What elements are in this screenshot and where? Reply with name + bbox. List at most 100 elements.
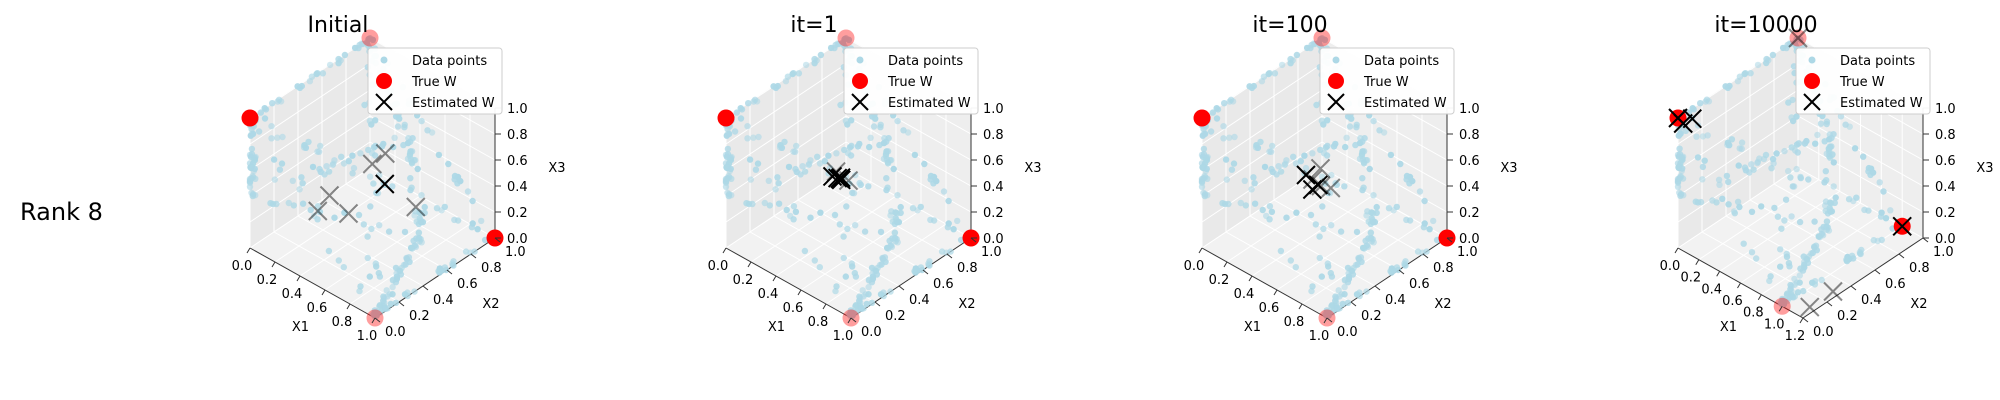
data-point bbox=[1385, 205, 1393, 212]
data-point bbox=[316, 208, 324, 215]
data-point bbox=[251, 165, 258, 173]
data-point bbox=[777, 142, 784, 149]
data-point bbox=[891, 229, 899, 236]
data-point bbox=[1769, 51, 1777, 59]
data-point bbox=[1397, 160, 1404, 168]
y-axis-label: X2 bbox=[958, 297, 975, 312]
data-point bbox=[1223, 176, 1230, 183]
data-point bbox=[248, 145, 256, 153]
data-point bbox=[1226, 134, 1233, 141]
data-point bbox=[1768, 165, 1775, 172]
data-point bbox=[870, 123, 878, 130]
data-point bbox=[1694, 154, 1702, 161]
data-point bbox=[377, 309, 384, 316]
data-point bbox=[1754, 61, 1762, 69]
data-point bbox=[790, 216, 797, 223]
data-point bbox=[1228, 166, 1236, 173]
estimated-w-marker bbox=[319, 185, 340, 206]
data-point bbox=[1320, 121, 1327, 128]
data-point bbox=[1311, 40, 1318, 48]
data-point bbox=[745, 100, 752, 107]
y-tick-label: 0.6 bbox=[1409, 277, 1430, 292]
data-point bbox=[848, 117, 855, 124]
estimated-w-stroke bbox=[826, 161, 846, 182]
data-point bbox=[1266, 203, 1274, 210]
data-point bbox=[847, 152, 855, 159]
data-point bbox=[1319, 203, 1326, 210]
data-point bbox=[1352, 141, 1359, 149]
legend-estimated-w-label: Estimated W bbox=[1364, 96, 1447, 111]
data-point bbox=[1793, 113, 1800, 120]
data-point bbox=[1292, 264, 1299, 271]
x-tick-label: 0.8 bbox=[1743, 306, 1764, 321]
data-point bbox=[1793, 165, 1800, 173]
data-point bbox=[407, 138, 414, 145]
data-point bbox=[1701, 157, 1708, 164]
data-point bbox=[851, 269, 858, 277]
data-point bbox=[1704, 132, 1711, 139]
chart-panel-1: 0.00.20.40.60.81.0 0.00.20.40.60.81.00.00… bbox=[232, 13, 566, 344]
data-point bbox=[865, 283, 872, 291]
z-tick-label: 0.0 bbox=[507, 232, 528, 247]
data-point bbox=[1293, 51, 1301, 59]
data-point bbox=[1248, 186, 1255, 193]
estimated-w-stroke bbox=[338, 203, 359, 224]
data-point bbox=[441, 264, 449, 271]
z-tick-label: 0.2 bbox=[1459, 206, 1480, 221]
data-point bbox=[817, 209, 824, 216]
z-tick-label: 0.0 bbox=[1935, 232, 1956, 247]
data-point bbox=[1213, 115, 1221, 122]
data-point bbox=[783, 206, 790, 214]
data-point bbox=[722, 183, 730, 190]
estimated-w-stroke bbox=[308, 201, 328, 221]
data-point bbox=[349, 170, 356, 177]
data-point bbox=[1789, 96, 1796, 104]
data-point bbox=[1801, 140, 1808, 147]
x-tick-label: 0.8 bbox=[332, 315, 353, 330]
data-point bbox=[1281, 161, 1288, 169]
legend-data-points-icon bbox=[380, 56, 388, 64]
data-point bbox=[1324, 143, 1331, 150]
data-point bbox=[1738, 139, 1746, 146]
chart-title: it=1 bbox=[790, 13, 837, 38]
y-tick-label: 0.2 bbox=[1361, 309, 1382, 324]
data-point bbox=[268, 135, 275, 142]
legend: Data points True W Estimated W bbox=[367, 47, 503, 115]
x-tick bbox=[346, 303, 351, 310]
data-point bbox=[370, 180, 377, 187]
data-point bbox=[1359, 138, 1366, 145]
data-point bbox=[407, 175, 414, 182]
data-point bbox=[252, 153, 259, 161]
data-point bbox=[1860, 153, 1867, 160]
estimated-w-stroke bbox=[362, 154, 383, 174]
data-point bbox=[737, 115, 745, 122]
y-tick bbox=[1874, 269, 1881, 275]
data-point bbox=[854, 143, 862, 150]
data-point bbox=[1796, 218, 1804, 226]
legend-true-w-label: True W bbox=[411, 75, 457, 90]
estimated-w-stroke bbox=[838, 170, 859, 191]
data-point bbox=[340, 264, 347, 271]
true-w-marker bbox=[837, 29, 855, 47]
x-tick bbox=[1737, 282, 1741, 289]
data-point bbox=[1357, 254, 1365, 261]
x-tick bbox=[1757, 294, 1762, 300]
estimated-w-stroke bbox=[1800, 297, 1820, 317]
x-tick-label: 0.0 bbox=[232, 259, 253, 274]
y-tick bbox=[1850, 285, 1857, 291]
chart-title: it=100 bbox=[1252, 13, 1327, 38]
chart-panel-4: 0.00.20.40.60.81.01.2 0.00.20.40.60.81.00… bbox=[1660, 13, 1994, 344]
z-tick-label: 0.0 bbox=[983, 232, 1004, 247]
estimated-w-stroke bbox=[831, 170, 851, 190]
x-tick bbox=[822, 303, 827, 310]
data-point bbox=[1287, 257, 1294, 264]
y-tick-label: 0.4 bbox=[433, 293, 454, 308]
data-point bbox=[361, 101, 368, 109]
data-point bbox=[1674, 183, 1682, 190]
data-point bbox=[765, 177, 772, 184]
z-tick-label: 0.0 bbox=[1459, 232, 1480, 247]
legend-estimated-w-label: Estimated W bbox=[412, 96, 495, 111]
data-point bbox=[1370, 239, 1377, 246]
z-tick-label: 0.8 bbox=[1459, 128, 1480, 143]
data-point bbox=[1808, 250, 1815, 257]
